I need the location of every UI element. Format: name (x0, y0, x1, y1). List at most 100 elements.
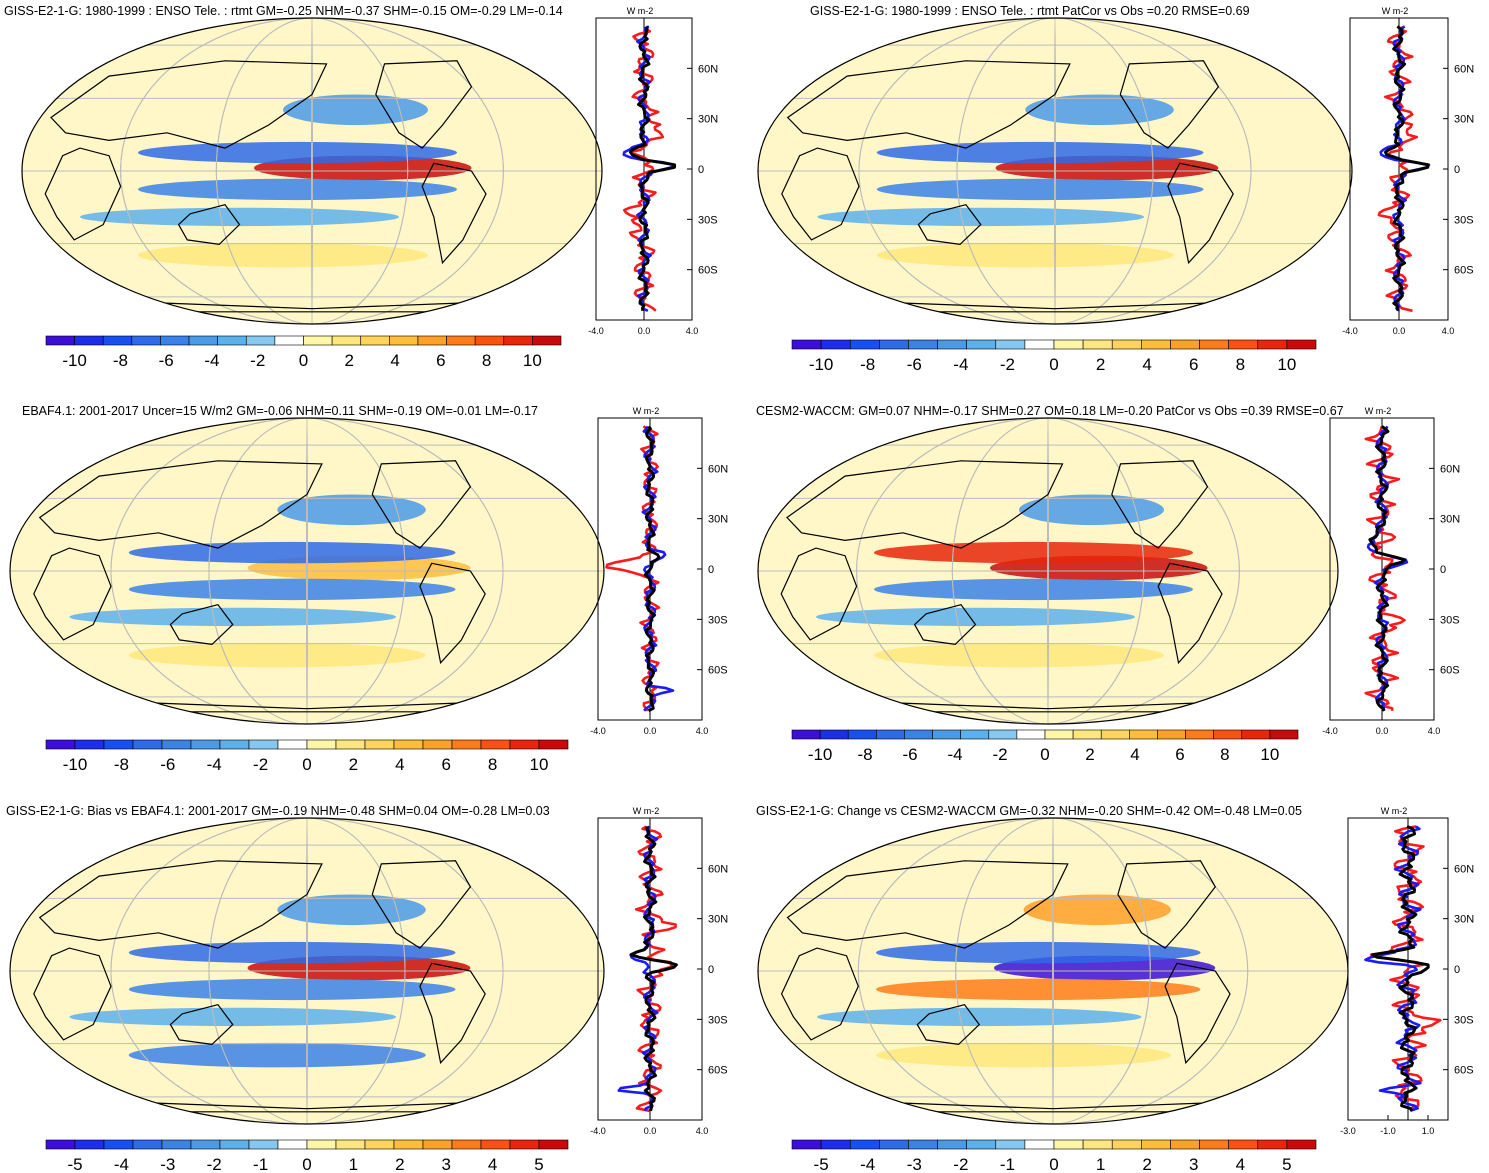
colorbar-tick-label: 10 (1277, 355, 1296, 373)
zonal-x-label: 0.0 (644, 726, 657, 736)
colorbar-swatch (791, 729, 821, 740)
anomaly-band (817, 207, 1145, 227)
colorbar-swatch (988, 729, 1018, 740)
meridian-line (955, 818, 1151, 1124)
colorbar-swatch (1170, 1139, 1200, 1150)
zonal-lat-label: 30N (1454, 114, 1474, 126)
panel-title: GISS-E2-1-G: 1980-1999 : ENSO Tele. : rt… (4, 4, 563, 18)
colorbar-swatch (1286, 339, 1317, 350)
colorbar-tick-label: 4 (1142, 355, 1151, 373)
continent-outline (1167, 162, 1234, 265)
panel-4: CESM2-WACCM: GM=0.07 NHM=-0.17 SHM=0.27 … (748, 400, 1489, 773)
colorbar-tick-label: 2 (345, 351, 354, 370)
colorbar-tick-label: 2 (1142, 1155, 1151, 1173)
zonal-lat-label: 0 (708, 964, 714, 976)
anomaly-band (1023, 894, 1171, 926)
colorbar-tick-label: -6 (903, 745, 918, 764)
colorbar-tick-label: 5 (534, 1155, 543, 1173)
colorbar-tick-label: 0 (1040, 745, 1049, 764)
continent-outline (916, 1004, 981, 1046)
colorbar-swatch (360, 335, 390, 346)
zonal-x-label: -4.0 (1342, 326, 1358, 336)
zonal-lat-label: 60N (1454, 863, 1474, 875)
anomaly-band (128, 642, 426, 668)
continent-outline (44, 147, 122, 241)
colorbar-tick-label: 8 (1220, 745, 1229, 764)
colorbar-tick-label: -4 (860, 1155, 875, 1173)
colorbar: -5 -4 -3 -2 -1 0 1 2 3 4 5 (791, 1139, 1317, 1173)
colorbar-tick-label: 4 (395, 755, 404, 773)
meridian-line (110, 818, 504, 1124)
colorbar-tick-label: -10 (63, 755, 88, 773)
colorbar: -10 -8 -6 -4 -2 0 2 4 6 8 10 (45, 335, 562, 370)
colorbar-swatch (876, 729, 905, 740)
colorbar-swatch (1257, 339, 1288, 350)
colorbar-swatch (331, 335, 362, 346)
panel-3: EBAF4.1: 2001-2017 Uncer=15 W/m2 GM=-0.0… (0, 400, 741, 773)
colorbar-tick-label: 6 (441, 755, 450, 773)
anomaly-band (128, 1042, 426, 1068)
colorbar-tick-label: 2 (349, 755, 358, 773)
colorbar-swatch (509, 1139, 540, 1150)
colorbar-swatch (480, 739, 511, 750)
colorbar-tick-label: -1 (1000, 1155, 1015, 1173)
colorbar-swatch (74, 1139, 105, 1150)
panel-title: GISS-E2-1-G: Bias vs EBAF4.1: 2001-2017 … (6, 804, 550, 818)
zonal-x-label: -1.0 (1380, 1126, 1396, 1136)
continent-outline (913, 604, 977, 646)
colorbar-tick-label: -8 (113, 351, 128, 370)
colorbar-tick-label: 10 (523, 351, 542, 370)
panel-title: CESM2-WACCM: GM=0.07 NHM=-0.17 SHM=0.27 … (756, 404, 1344, 418)
colorbar-tick-label: -2 (207, 1155, 222, 1173)
colorbar-tick-label: 4 (390, 351, 399, 370)
colorbar-tick-label: -2 (992, 745, 1007, 764)
colorbar-swatch (45, 739, 76, 750)
colorbar-swatch (446, 335, 476, 346)
colorbar-swatch (451, 739, 482, 750)
colorbar-swatch (1072, 729, 1102, 740)
colorbar-swatch (879, 339, 909, 350)
colorbar-swatch (306, 1139, 337, 1150)
continent-outline (1117, 860, 1217, 949)
map-border (9, 817, 605, 1125)
panel-5: GISS-E2-1-G: Bias vs EBAF4.1: 2001-2017 … (0, 800, 741, 1173)
panel-title: GISS-E2-1-G: 1980-1999 : ENSO Tele. : rt… (810, 4, 1250, 18)
zonal-x-label: 4.0 (1428, 726, 1441, 736)
map-field (758, 818, 1348, 1124)
zonal-unit-label: W m-2 (1365, 406, 1392, 416)
colorbar-swatch (219, 739, 250, 750)
panel-graphics: W m-2 60N 30N 0 30S 60S -4.0 0.0 4.0 -10 -8 -6 -4 -2 0… (757, 6, 1474, 373)
colorbar-tick-label: 10 (530, 755, 549, 773)
panel-6: GISS-E2-1-G: Change vs CESM2-WACCM GM=-0… (748, 800, 1489, 1173)
continent-outline (33, 947, 112, 1041)
colorbar-swatch (1170, 339, 1200, 350)
colorbar-swatch (960, 729, 990, 740)
anomaly-band (138, 242, 428, 268)
colorbar-swatch (937, 339, 967, 350)
zonal-lat-label: 30N (1440, 514, 1460, 526)
colorbar-swatch (791, 339, 822, 350)
zonal-lat-label: 30N (708, 514, 728, 526)
colorbar-swatch (417, 335, 447, 346)
colorbar-tick-label: -8 (860, 355, 875, 373)
colorbar-swatch (389, 335, 419, 346)
zonal-frame (1347, 817, 1449, 1121)
continent-outline (421, 162, 487, 265)
colorbar-swatch (847, 729, 877, 740)
zonal-lat-label: 0 (708, 564, 714, 576)
meridian-line (208, 418, 406, 724)
zonal-x-label: 0.0 (644, 1126, 657, 1136)
colorbar-tick-label: 5 (1282, 1155, 1291, 1173)
continent-outline (1164, 962, 1231, 1065)
anomaly-band (876, 941, 1201, 964)
continent-outline (375, 60, 473, 149)
zonal-lat-label: 30N (1454, 914, 1474, 926)
zonal-x-label: -4.0 (1322, 726, 1338, 736)
colorbar-tick-label: 3 (1189, 1155, 1198, 1173)
colorbar-swatch (849, 1139, 880, 1150)
colorbar-tick-label: -4 (947, 745, 962, 764)
colorbar-swatch (908, 339, 938, 350)
panel-1: GISS-E2-1-G: 1980-1999 : ENSO Tele. : rt… (0, 0, 741, 373)
zonal-curve-red (605, 425, 661, 712)
colorbar-swatch (74, 335, 104, 346)
